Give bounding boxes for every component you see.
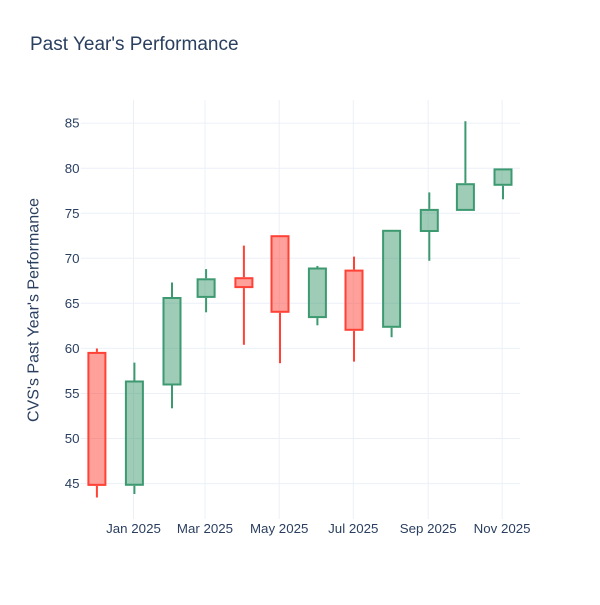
svg-text:50: 50 xyxy=(65,431,80,446)
svg-text:75: 75 xyxy=(65,206,80,221)
svg-text:May 2025: May 2025 xyxy=(250,521,308,536)
svg-text:Jan 2025: Jan 2025 xyxy=(106,521,161,536)
svg-text:85: 85 xyxy=(65,116,80,131)
svg-text:55: 55 xyxy=(65,386,80,401)
svg-text:65: 65 xyxy=(65,296,80,311)
svg-text:60: 60 xyxy=(65,341,80,356)
svg-text:Nov 2025: Nov 2025 xyxy=(474,521,531,536)
svg-text:Sep 2025: Sep 2025 xyxy=(400,521,457,536)
svg-text:70: 70 xyxy=(65,251,80,266)
svg-text:45: 45 xyxy=(65,476,80,491)
svg-text:CVS's Past Year's Performance: CVS's Past Year's Performance xyxy=(26,198,43,422)
svg-text:Mar 2025: Mar 2025 xyxy=(177,521,233,536)
svg-text:Past Year's Performance: Past Year's Performance xyxy=(30,34,239,55)
svg-text:Jul 2025: Jul 2025 xyxy=(328,521,378,536)
svg-text:80: 80 xyxy=(65,161,80,176)
